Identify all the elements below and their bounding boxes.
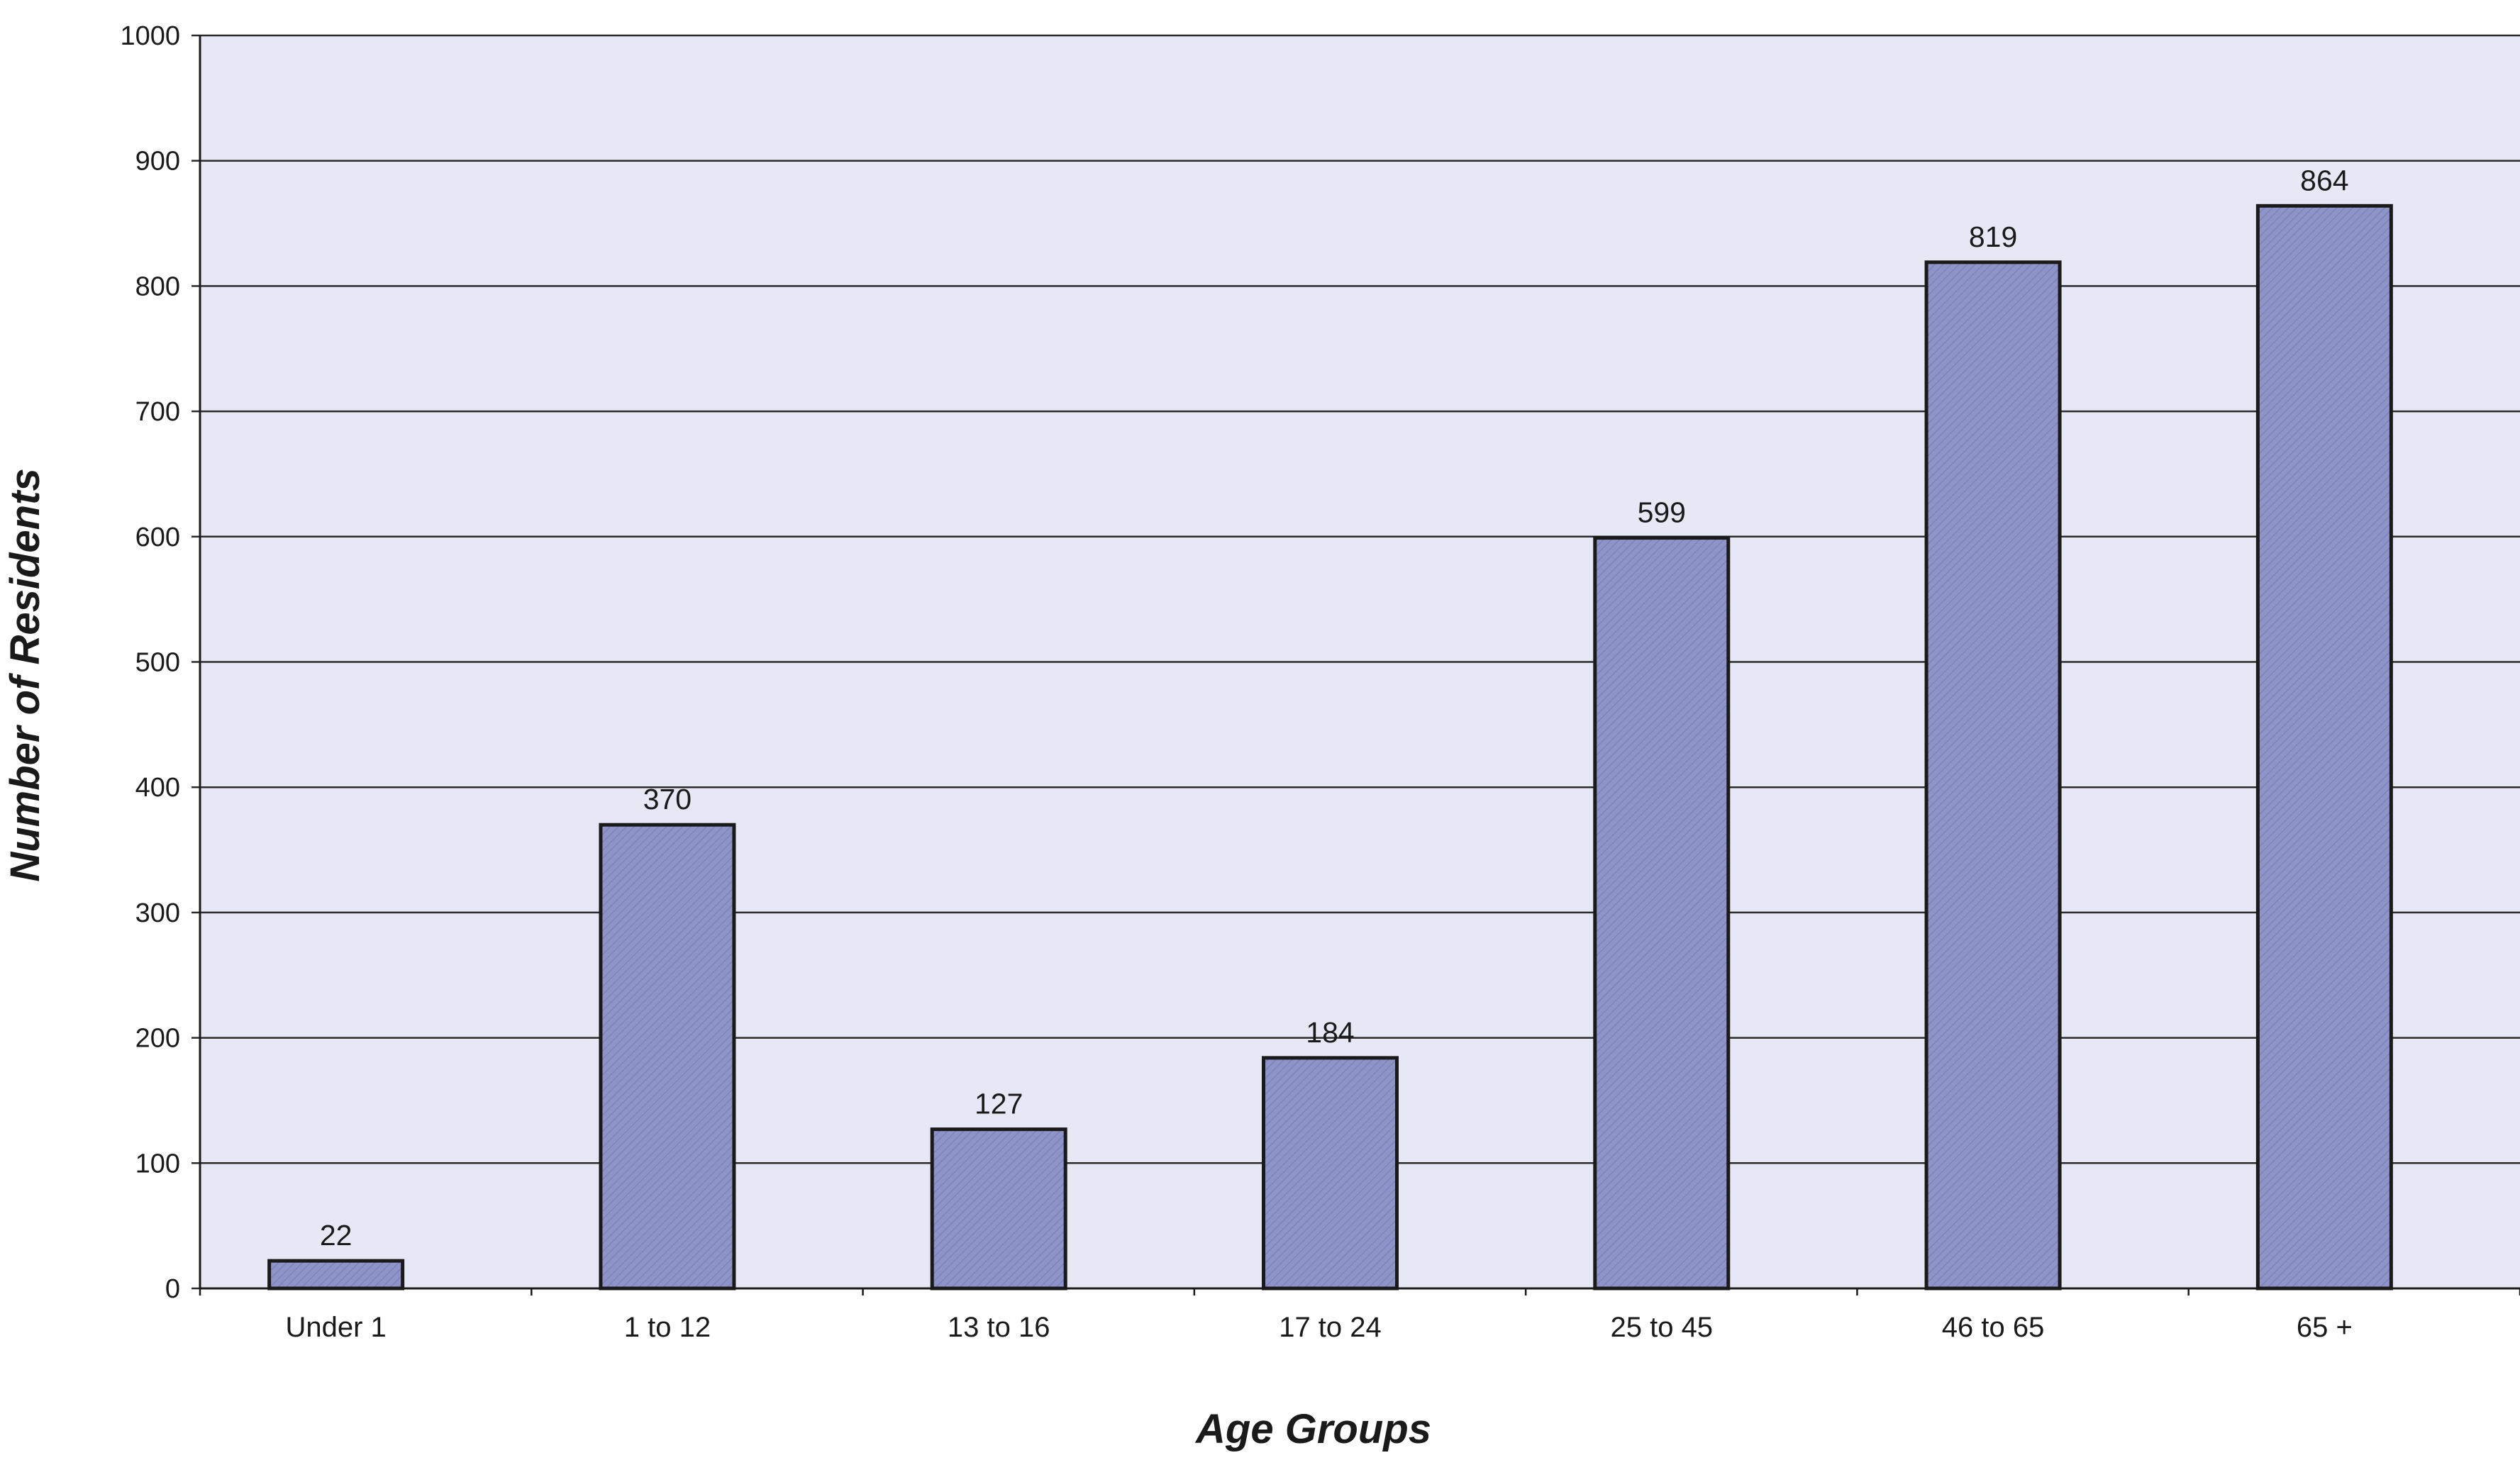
data-label: 819 bbox=[1969, 221, 2017, 253]
y-tick-label: 600 bbox=[135, 523, 180, 552]
bar bbox=[1595, 538, 1728, 1288]
x-tick-label: Under 1 bbox=[285, 1312, 386, 1343]
bar bbox=[601, 825, 734, 1288]
y-tick-label: 700 bbox=[135, 397, 180, 427]
x-tick-label: 13 to 16 bbox=[948, 1312, 1050, 1343]
x-axis-title: Age Groups bbox=[1194, 1406, 1431, 1452]
y-tick-label: 1000 bbox=[120, 21, 180, 51]
x-tick-label: 46 to 65 bbox=[1942, 1312, 2045, 1343]
y-tick-label: 900 bbox=[135, 147, 180, 177]
data-label: 599 bbox=[1638, 496, 1686, 529]
y-tick-label: 800 bbox=[135, 272, 180, 301]
bar bbox=[270, 1261, 403, 1288]
y-tick-label: 400 bbox=[135, 773, 180, 803]
bar bbox=[932, 1130, 1065, 1288]
x-tick-label: 65 + bbox=[2297, 1312, 2353, 1343]
bar bbox=[1264, 1058, 1397, 1288]
y-tick-label: 300 bbox=[135, 898, 180, 928]
data-label: 127 bbox=[975, 1088, 1023, 1120]
data-label: 184 bbox=[1306, 1016, 1354, 1049]
y-tick-label: 100 bbox=[135, 1149, 180, 1178]
y-tick-label: 200 bbox=[135, 1024, 180, 1054]
y-tick-label: 500 bbox=[135, 648, 180, 678]
data-label: 864 bbox=[2300, 164, 2348, 196]
y-tick-label: 0 bbox=[165, 1274, 180, 1304]
x-tick-label: 1 to 12 bbox=[624, 1312, 711, 1343]
y-axis-title: Number of Residents bbox=[2, 468, 48, 881]
data-label: 22 bbox=[320, 1219, 353, 1252]
bar bbox=[2258, 206, 2391, 1288]
x-tick-label: 17 to 24 bbox=[1279, 1312, 1382, 1343]
x-tick-label: 25 to 45 bbox=[1610, 1312, 1713, 1343]
data-label: 370 bbox=[643, 783, 692, 815]
bar bbox=[1926, 262, 2060, 1288]
